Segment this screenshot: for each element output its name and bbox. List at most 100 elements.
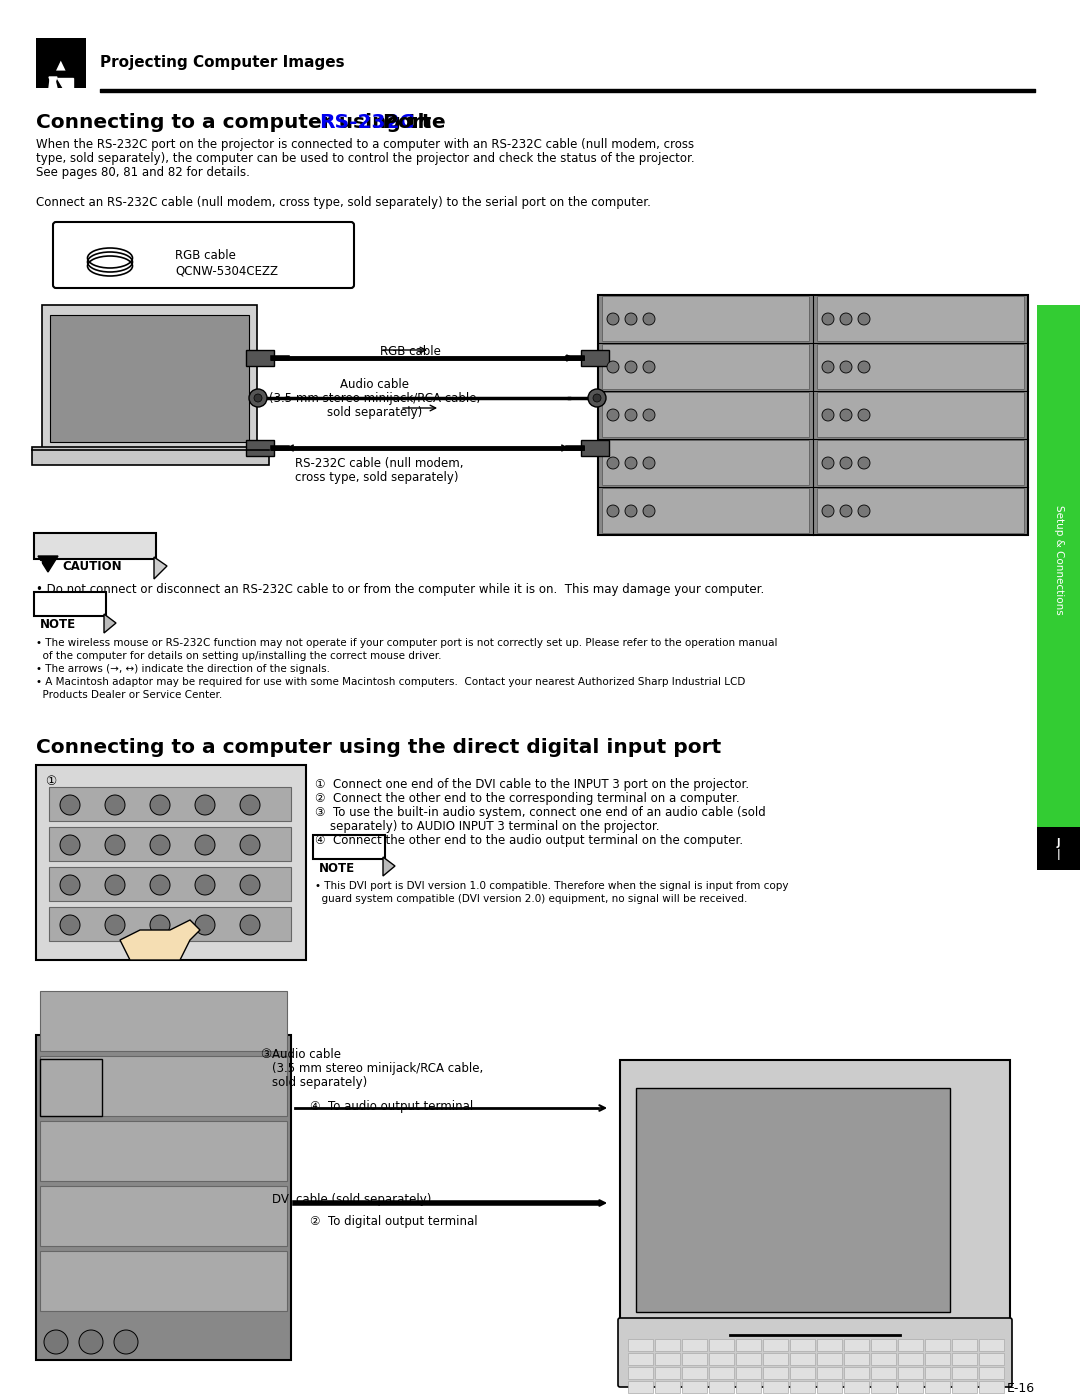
Circle shape xyxy=(607,457,619,469)
Circle shape xyxy=(858,313,870,326)
FancyBboxPatch shape xyxy=(313,835,384,859)
Text: ①  Connect one end of the DVI cable to the INPUT 3 port on the projector.: ① Connect one end of the DVI cable to th… xyxy=(315,778,750,791)
FancyBboxPatch shape xyxy=(40,1250,287,1310)
Circle shape xyxy=(195,875,215,895)
FancyBboxPatch shape xyxy=(49,868,291,901)
Circle shape xyxy=(60,835,80,855)
FancyBboxPatch shape xyxy=(870,1380,895,1393)
Circle shape xyxy=(840,360,852,373)
Text: NOTE: NOTE xyxy=(40,619,76,631)
FancyBboxPatch shape xyxy=(581,351,609,366)
Polygon shape xyxy=(50,314,249,441)
Circle shape xyxy=(858,457,870,469)
FancyBboxPatch shape xyxy=(897,1380,922,1393)
Circle shape xyxy=(114,1200,138,1224)
Text: E-16: E-16 xyxy=(1007,1382,1035,1396)
Circle shape xyxy=(607,504,619,517)
Circle shape xyxy=(114,1330,138,1354)
FancyBboxPatch shape xyxy=(951,1352,976,1365)
FancyBboxPatch shape xyxy=(870,1366,895,1379)
Text: Audio cable: Audio cable xyxy=(272,1048,341,1060)
FancyBboxPatch shape xyxy=(951,1338,976,1351)
Text: ②  Connect the other end to the corresponding terminal on a computer.: ② Connect the other end to the correspon… xyxy=(315,792,740,805)
FancyBboxPatch shape xyxy=(40,1120,287,1180)
FancyBboxPatch shape xyxy=(681,1352,706,1365)
FancyBboxPatch shape xyxy=(1037,305,1080,870)
FancyBboxPatch shape xyxy=(816,1366,841,1379)
Text: cross type, sold separately): cross type, sold separately) xyxy=(295,471,459,483)
Circle shape xyxy=(79,1134,103,1160)
FancyBboxPatch shape xyxy=(708,1352,733,1365)
Circle shape xyxy=(625,409,637,420)
FancyBboxPatch shape xyxy=(789,1338,814,1351)
Text: ③  To use the built-in audio system, connect one end of an audio cable (sold: ③ To use the built-in audio system, conn… xyxy=(315,806,766,819)
Text: ②  To digital output terminal: ② To digital output terminal xyxy=(310,1215,477,1228)
Text: ▲: ▲ xyxy=(56,59,66,71)
Text: QCNW-5304CEZZ: QCNW-5304CEZZ xyxy=(175,264,278,277)
FancyBboxPatch shape xyxy=(816,393,1024,437)
Text: • The arrows (→, ↔) indicate the direction of the signals.: • The arrows (→, ↔) indicate the directi… xyxy=(36,664,330,673)
Circle shape xyxy=(240,835,260,855)
FancyBboxPatch shape xyxy=(681,1380,706,1393)
FancyBboxPatch shape xyxy=(951,1380,976,1393)
Circle shape xyxy=(625,313,637,326)
Text: RS-232C: RS-232C xyxy=(320,113,415,131)
Circle shape xyxy=(114,1266,138,1289)
Circle shape xyxy=(643,457,654,469)
FancyBboxPatch shape xyxy=(816,344,1024,388)
Text: RGB cable: RGB cable xyxy=(175,249,235,263)
Circle shape xyxy=(79,1070,103,1094)
FancyBboxPatch shape xyxy=(602,488,809,534)
Circle shape xyxy=(822,504,834,517)
Text: separately) to AUDIO INPUT 3 terminal on the projector.: separately) to AUDIO INPUT 3 terminal on… xyxy=(315,820,660,833)
Circle shape xyxy=(858,504,870,517)
Polygon shape xyxy=(383,856,395,876)
Circle shape xyxy=(240,795,260,814)
Text: type, sold separately), the computer can be used to control the projector and ch: type, sold separately), the computer can… xyxy=(36,152,694,165)
Circle shape xyxy=(114,1070,138,1094)
Circle shape xyxy=(44,1200,68,1224)
Text: guard system compatible (DVI version 2.0) equipment, no signal will be received.: guard system compatible (DVI version 2.0… xyxy=(315,894,747,904)
FancyBboxPatch shape xyxy=(620,1060,1010,1320)
Circle shape xyxy=(593,394,600,402)
FancyBboxPatch shape xyxy=(897,1338,922,1351)
Text: ④  Connect the other end to the audio output terminal on the computer.: ④ Connect the other end to the audio out… xyxy=(315,834,743,847)
Circle shape xyxy=(60,915,80,935)
Circle shape xyxy=(79,1266,103,1289)
FancyBboxPatch shape xyxy=(36,38,86,88)
Text: ④  To audio output terminal: ④ To audio output terminal xyxy=(310,1099,473,1113)
FancyBboxPatch shape xyxy=(32,447,269,465)
Circle shape xyxy=(840,504,852,517)
Circle shape xyxy=(858,409,870,420)
FancyBboxPatch shape xyxy=(40,1186,287,1246)
Text: Connect an RS-232C cable (null modem, cross type, sold separately) to the serial: Connect an RS-232C cable (null modem, cr… xyxy=(36,196,651,210)
FancyBboxPatch shape xyxy=(735,1352,760,1365)
Text: DVI cable (sold separately): DVI cable (sold separately) xyxy=(272,1193,431,1206)
Text: CAUTION: CAUTION xyxy=(62,560,122,573)
Circle shape xyxy=(588,388,606,407)
FancyBboxPatch shape xyxy=(789,1366,814,1379)
Circle shape xyxy=(625,457,637,469)
FancyBboxPatch shape xyxy=(36,1035,291,1361)
FancyBboxPatch shape xyxy=(40,990,287,1051)
FancyBboxPatch shape xyxy=(924,1380,949,1393)
FancyBboxPatch shape xyxy=(735,1380,760,1393)
FancyBboxPatch shape xyxy=(40,1059,102,1116)
FancyBboxPatch shape xyxy=(762,1352,787,1365)
FancyBboxPatch shape xyxy=(735,1338,760,1351)
FancyBboxPatch shape xyxy=(681,1366,706,1379)
Text: • The wireless mouse or RS-232C function may not operate if your computer port i: • The wireless mouse or RS-232C function… xyxy=(36,638,778,648)
Circle shape xyxy=(858,360,870,373)
Text: When the RS-232C port on the projector is connected to a computer with an RS-232: When the RS-232C port on the projector i… xyxy=(36,138,694,151)
Circle shape xyxy=(44,1134,68,1160)
FancyBboxPatch shape xyxy=(978,1338,1003,1351)
FancyBboxPatch shape xyxy=(602,440,809,485)
Text: Connecting to a computer using the direct digital input port: Connecting to a computer using the direc… xyxy=(36,738,721,757)
Text: Products Dealer or Service Center.: Products Dealer or Service Center. xyxy=(36,690,222,700)
Circle shape xyxy=(44,1330,68,1354)
Circle shape xyxy=(840,409,852,420)
Text: J
|: J | xyxy=(1056,838,1061,861)
Circle shape xyxy=(105,835,125,855)
Circle shape xyxy=(625,504,637,517)
FancyBboxPatch shape xyxy=(53,222,354,288)
